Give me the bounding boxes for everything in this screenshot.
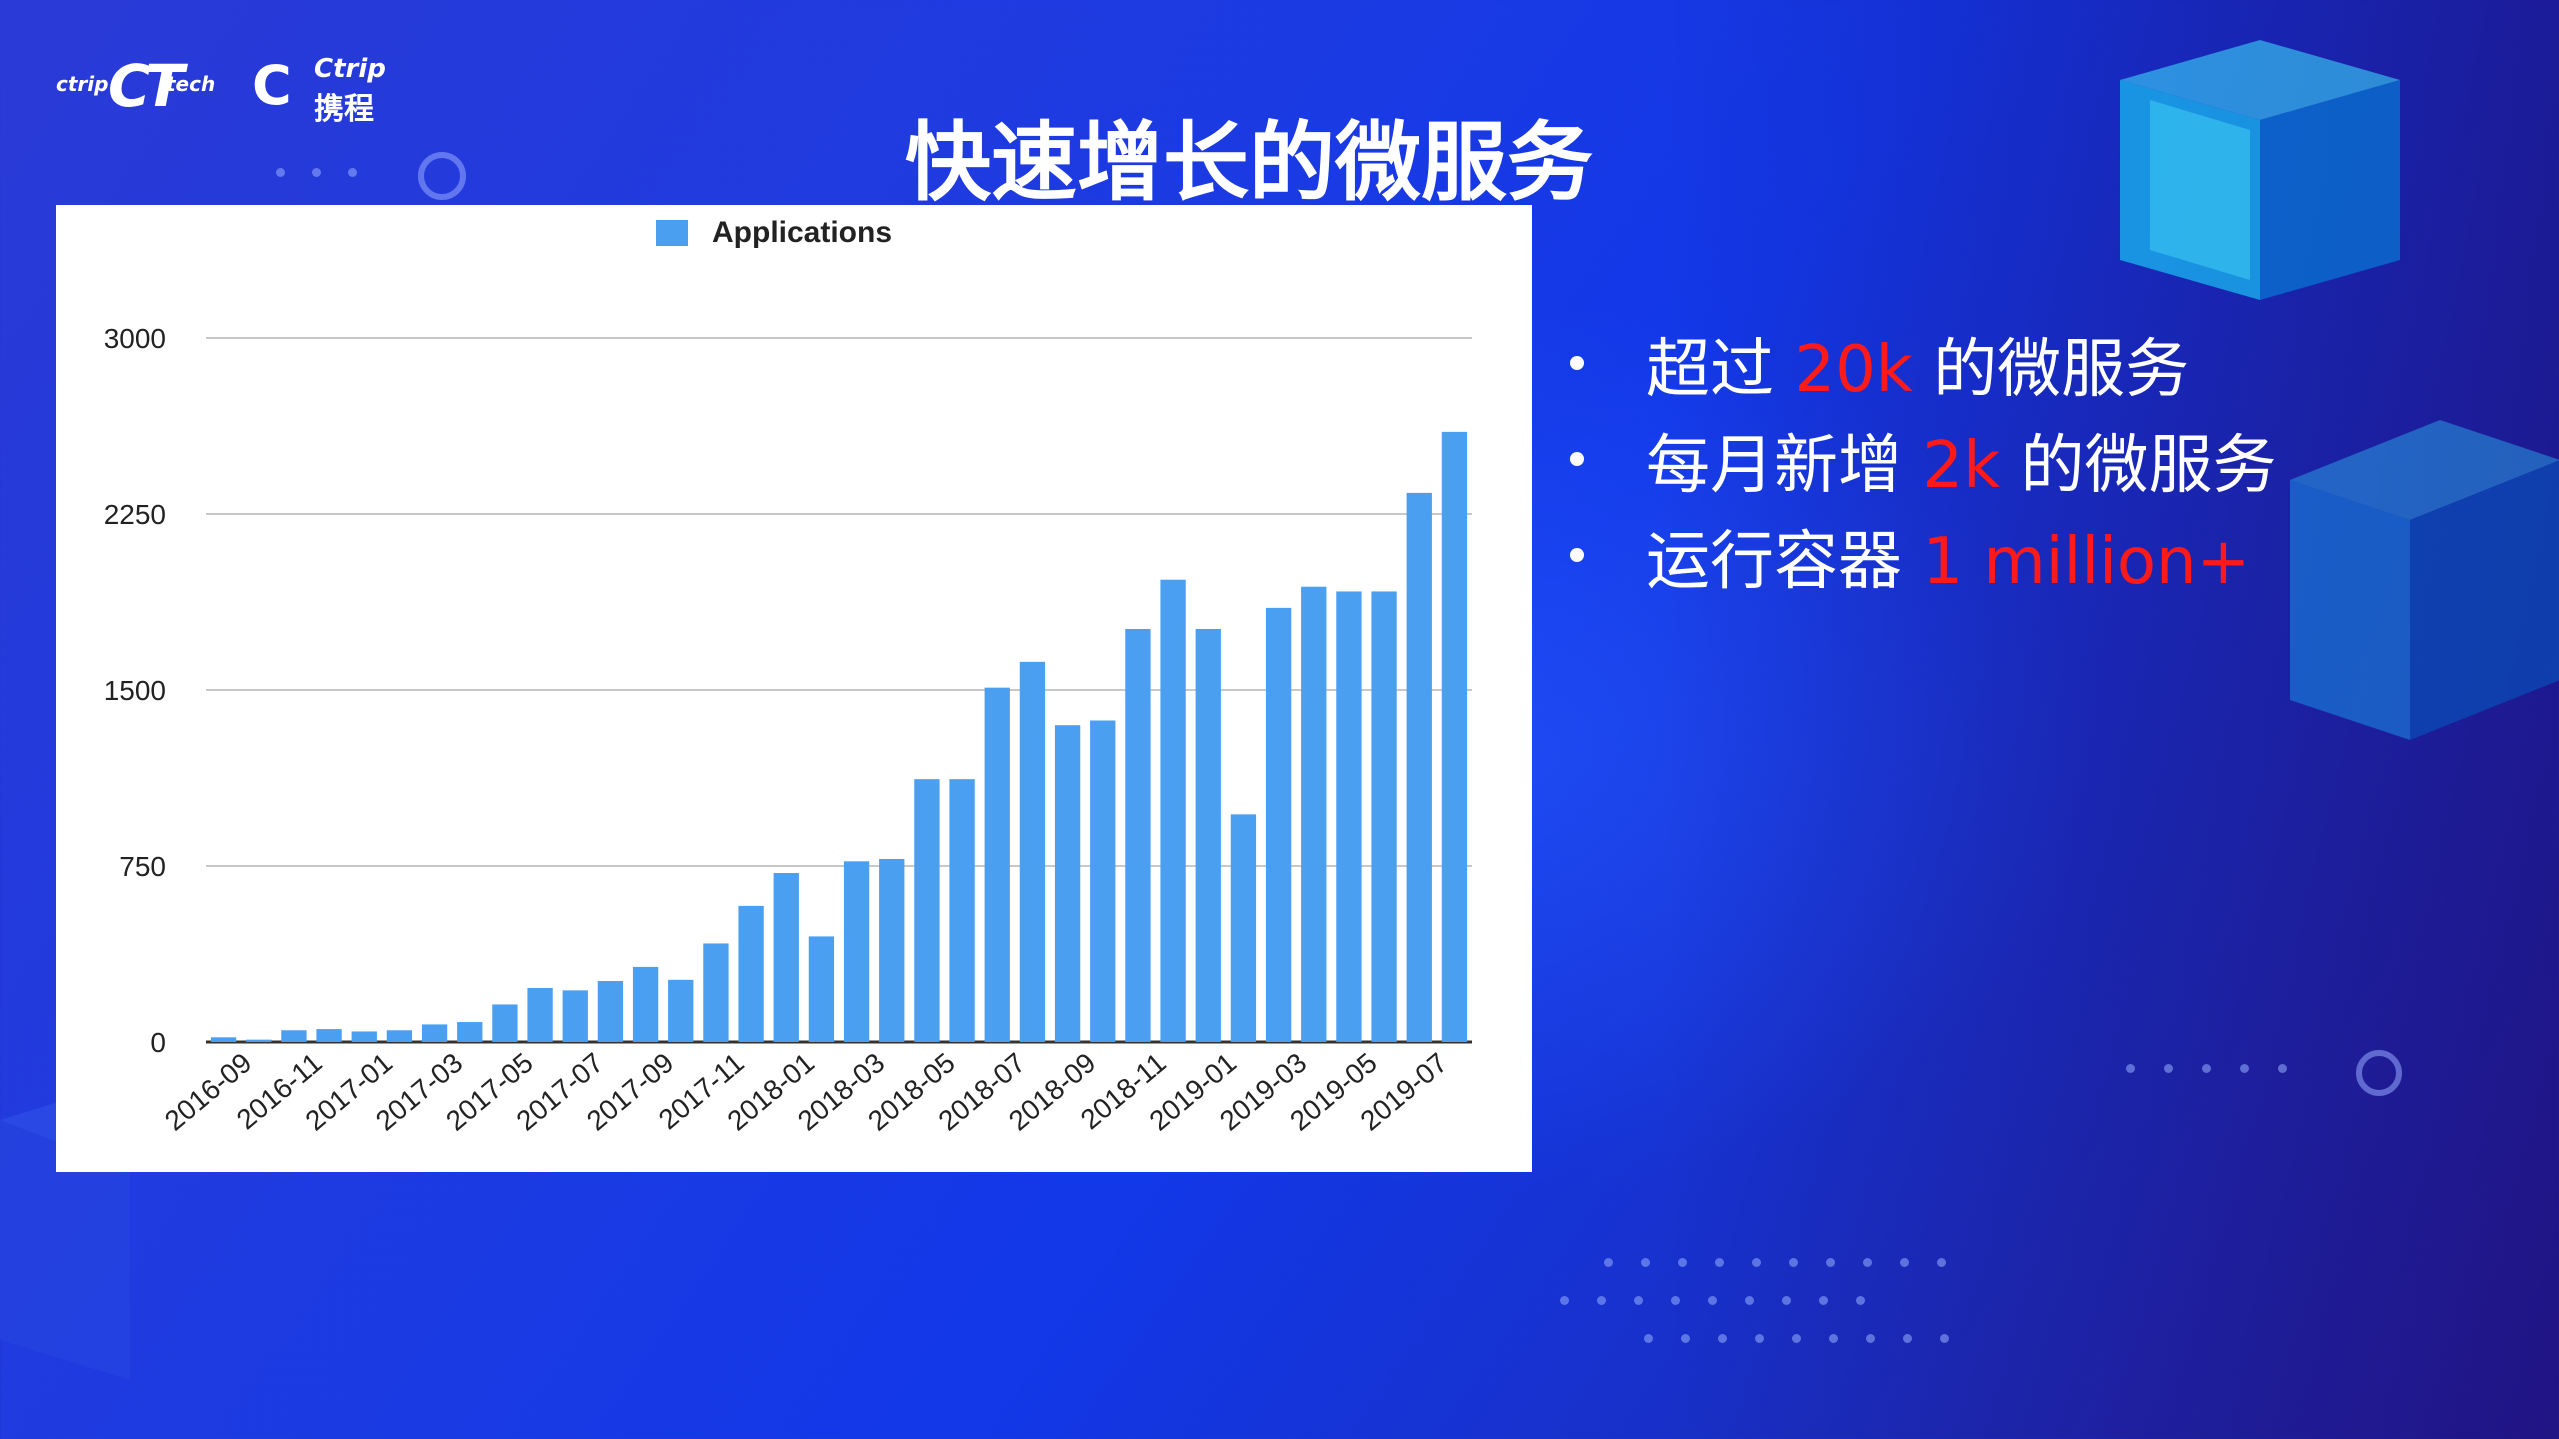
bar [1371, 591, 1397, 1042]
bar [1230, 814, 1257, 1042]
chart-panel: Applications 0 750 1500 2250 3000 2016-09 2016-… [56, 205, 1532, 1172]
dolphin-icon: C [252, 54, 292, 117]
bullet-text: 超过 [1646, 333, 1795, 407]
bar [210, 1037, 237, 1042]
page-title-text: 快速增长的微服务 [905, 113, 1593, 213]
bar [632, 966, 659, 1042]
bar [527, 988, 553, 1042]
bar [843, 861, 870, 1042]
ctrip-tech-logo: ctrip CT tech [56, 52, 216, 122]
bar [808, 936, 835, 1042]
bar [386, 1030, 413, 1042]
bar [281, 1030, 307, 1042]
bullet-text: 的微服务 [2000, 429, 2277, 503]
applications-bar-chart: Applications07501500225030002016-092016-… [104, 216, 1472, 1137]
decorative-ring-top [418, 152, 466, 200]
bar [492, 1004, 518, 1042]
decorative-cube-top [2120, 40, 2400, 300]
legend-label: Applications [712, 216, 892, 249]
bar [668, 979, 694, 1042]
decorative-dots-right [2126, 1064, 2326, 1076]
bar [1265, 607, 1292, 1042]
bar [1090, 720, 1116, 1042]
logo-ct-mark: CT [108, 52, 184, 120]
logo-ctrip-word: ctrip [56, 72, 109, 96]
bullet-text: 每月新增 [1646, 429, 1923, 503]
y-tick-label: 750 [119, 851, 166, 882]
bullet-dot [1570, 548, 1584, 562]
bar [703, 943, 729, 1042]
decorative-ring-right [2356, 1050, 2402, 1096]
bar [1301, 586, 1327, 1042]
bar [1406, 492, 1432, 1042]
bar [562, 990, 588, 1042]
y-tick-label: 0 [150, 1027, 166, 1058]
bar [984, 687, 1010, 1042]
bullet-highlight: 20k [1794, 333, 1913, 407]
bar [1160, 579, 1186, 1042]
bullet-dot [1570, 356, 1584, 370]
bar [1441, 431, 1468, 1042]
logo-tech-word: tech [166, 72, 216, 96]
bar [246, 1039, 272, 1042]
bullet-text: 的微服务 [1912, 333, 2190, 407]
legend-swatch [656, 220, 688, 246]
bar [316, 1029, 342, 1042]
bar [351, 1031, 377, 1042]
bullet-highlight: 2k [1922, 429, 2001, 503]
bar [421, 1024, 448, 1042]
bar [597, 980, 624, 1042]
ctrip-logo-en: Ctrip [314, 54, 386, 84]
bar [457, 1022, 483, 1042]
y-tick-label: 3000 [104, 323, 166, 354]
bar [1195, 628, 1221, 1042]
decorative-cube-right [2290, 420, 2559, 740]
y-tick-label: 1500 [104, 675, 166, 706]
bar [914, 779, 940, 1042]
bar [738, 905, 764, 1042]
bar [949, 779, 975, 1042]
decorative-dots-top [276, 168, 396, 180]
bar [879, 858, 905, 1042]
bullet-dot [1570, 452, 1584, 466]
bar [1019, 661, 1046, 1042]
ctrip-logo-zh: 携程 [314, 92, 374, 127]
bullet-highlight: 1 million+ [1922, 525, 2251, 599]
decorative-dots-bottom [1560, 1258, 1980, 1358]
page-title: 快速增长的微服务 [905, 92, 1593, 217]
bar [1054, 725, 1081, 1042]
bar [1125, 628, 1151, 1042]
bar [1336, 591, 1362, 1042]
y-tick-label: 2250 [104, 499, 166, 530]
ctrip-logo: C Ctrip 携程 [252, 52, 412, 127]
bar [773, 873, 799, 1042]
bullet-text: 运行容器 [1646, 525, 1923, 599]
